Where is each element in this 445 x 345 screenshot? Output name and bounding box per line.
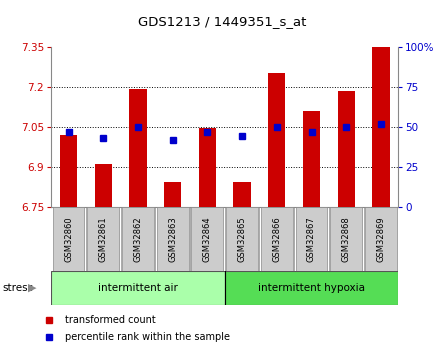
Text: GSM32865: GSM32865 (238, 216, 247, 262)
Text: transformed count: transformed count (65, 315, 156, 325)
Text: GSM32867: GSM32867 (307, 216, 316, 262)
Bar (60, 135, 77, 207)
Text: GSM32862: GSM32862 (134, 216, 142, 262)
Text: ▶: ▶ (28, 283, 36, 293)
Text: intermittent hypoxia: intermittent hypoxia (258, 283, 365, 293)
Bar (268, 73, 286, 207)
Bar (87, 207, 119, 271)
Bar (53, 207, 85, 271)
Bar (295, 207, 328, 271)
Bar (157, 207, 189, 271)
Bar (372, 47, 390, 207)
Bar (234, 181, 251, 207)
Text: GSM32868: GSM32868 (342, 216, 351, 262)
Text: GDS1213 / 1449351_s_at: GDS1213 / 1449351_s_at (138, 16, 307, 29)
Bar (191, 207, 223, 271)
Bar (198, 128, 216, 207)
Bar (95, 164, 112, 207)
Text: GSM32861: GSM32861 (99, 216, 108, 262)
Bar (122, 207, 154, 271)
Text: stress: stress (2, 283, 33, 293)
Bar (226, 207, 258, 271)
Bar (365, 207, 397, 271)
Bar (129, 89, 147, 207)
Text: GSM32864: GSM32864 (203, 216, 212, 262)
Text: GSM32866: GSM32866 (272, 216, 281, 262)
Text: GSM32863: GSM32863 (168, 216, 177, 262)
Bar (303, 111, 320, 207)
Bar (51, 271, 225, 305)
Bar (261, 207, 293, 271)
Text: GSM32869: GSM32869 (376, 216, 385, 262)
Text: percentile rank within the sample: percentile rank within the sample (65, 333, 231, 342)
Text: intermittent air: intermittent air (98, 283, 178, 293)
Bar (225, 271, 398, 305)
Bar (330, 207, 362, 271)
Bar (338, 91, 355, 207)
Text: GSM32860: GSM32860 (64, 216, 73, 262)
Bar (164, 181, 182, 207)
